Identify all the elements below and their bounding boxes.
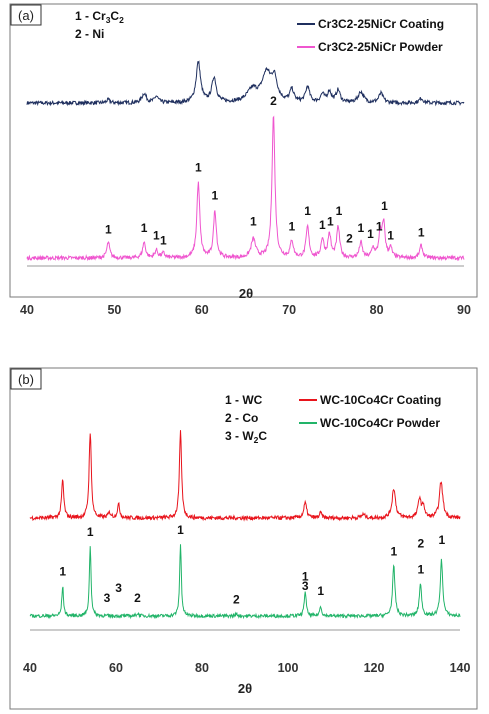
legend-label-powder-b: WC-10Co4Cr Powder [320,416,440,430]
peak-label: 2 [134,591,141,605]
peak-label: 1 [153,229,160,243]
legend-label-coating-b: WC-10Co4Cr Coating [320,393,441,407]
peak-label: 3 [115,581,122,595]
x-tick-label: 40 [20,303,34,317]
peak-label: 3 [302,579,309,593]
peak-label: 2 [346,232,353,246]
x-tick-label: 90 [457,303,471,317]
series-line-powder-b [29,544,461,620]
peak-label: 1 [141,221,148,235]
peak-label: 1 [160,233,167,247]
x-axis-label-a: 2θ [239,286,253,301]
peak-label: 1 [376,219,383,233]
x-tick-label: 60 [195,303,209,317]
x-ticks-a: 40 50 60 70 80 90 [20,303,471,317]
panel-b-key-3: 3 - W2C [225,429,267,445]
peak-label: 1 [87,525,94,539]
panel-a-key-1: 1 - Cr3C2 [75,9,124,25]
panel-a-legend: Cr3C2-25NiCr Coating Cr3C2-25NiCr Powder [297,17,444,54]
panel-a-label-box [10,4,42,26]
peak-label: 1 [317,584,324,598]
peak-label: 1 [177,523,184,537]
series-line-coating-b [29,430,461,522]
panel-b-key-2: 2 - Co [225,411,258,425]
legend-label-powder-a: Cr3C2-25NiCr Powder [318,40,443,54]
panel-a: (a) 1 - Cr3C2 2 - Ni Cr3C2-25NiCr Coatin… [9,3,478,317]
peak-label: 1 [212,188,219,202]
panel-b-label: (b) [18,372,34,387]
panel-b-key: 1 - WC 2 - Co 3 - W2C [225,393,267,445]
peak-label: 1 [439,533,446,547]
x-tick-label: 60 [109,661,123,675]
panel-a-key-2: 2 - Ni [75,27,104,41]
panel-b-legend: WC-10Co4Cr Coating WC-10Co4Cr Powder [299,393,441,430]
peak-label: 1 [105,222,112,236]
peak-label: 1 [59,564,66,578]
series-line-coating-a [26,60,465,107]
x-tick-label: 80 [370,303,384,317]
x-tick-label: 140 [450,661,471,675]
peak-label: 1 [390,545,397,559]
panel-a-frame [9,3,478,298]
x-tick-label: 50 [107,303,121,317]
peak-label: 1 [336,204,343,218]
panel-b-frame [9,367,478,710]
peak-label: 2 [270,94,277,108]
x-tick-label: 80 [195,661,209,675]
panel-b-label-box [10,368,42,390]
peak-label: 2 [418,536,425,550]
legend-label-coating-a: Cr3C2-25NiCr Coating [318,17,444,31]
peak-label: 1 [288,219,295,233]
peak-label: 1 [387,229,394,243]
x-tick-label: 40 [23,661,37,675]
panel-b-key-1: 1 - WC [225,393,263,407]
peak-label: 1 [367,227,374,241]
peak-label: 1 [319,218,326,232]
peak-label: 1 [418,563,425,577]
panel-a-key: 1 - Cr3C2 2 - Ni [75,9,124,41]
x-ticks-b: 40 60 80 100 120 140 [23,661,470,675]
peak-label: 1 [304,204,311,218]
x-axis-label-b: 2θ [238,681,252,696]
series-line-powder-a [26,115,465,262]
x-tick-label: 70 [282,303,296,317]
panel-a-label: (a) [18,8,34,23]
peak-label: 1 [250,215,257,229]
peak-label: 2 [233,592,240,606]
peak-label: 1 [195,160,202,174]
peak-label: 1 [381,199,388,213]
peak-label: 1 [302,569,309,583]
x-tick-label: 120 [364,661,385,675]
panel-b: (b) 1 - WC 2 - Co 3 - W2C WC-10Co4Cr Coa… [9,367,478,710]
peak-label: 3 [104,591,111,605]
peak-label: 1 [327,215,334,229]
peak-label: 1 [358,221,365,235]
x-tick-label: 100 [278,661,299,675]
peak-label: 1 [418,226,425,240]
